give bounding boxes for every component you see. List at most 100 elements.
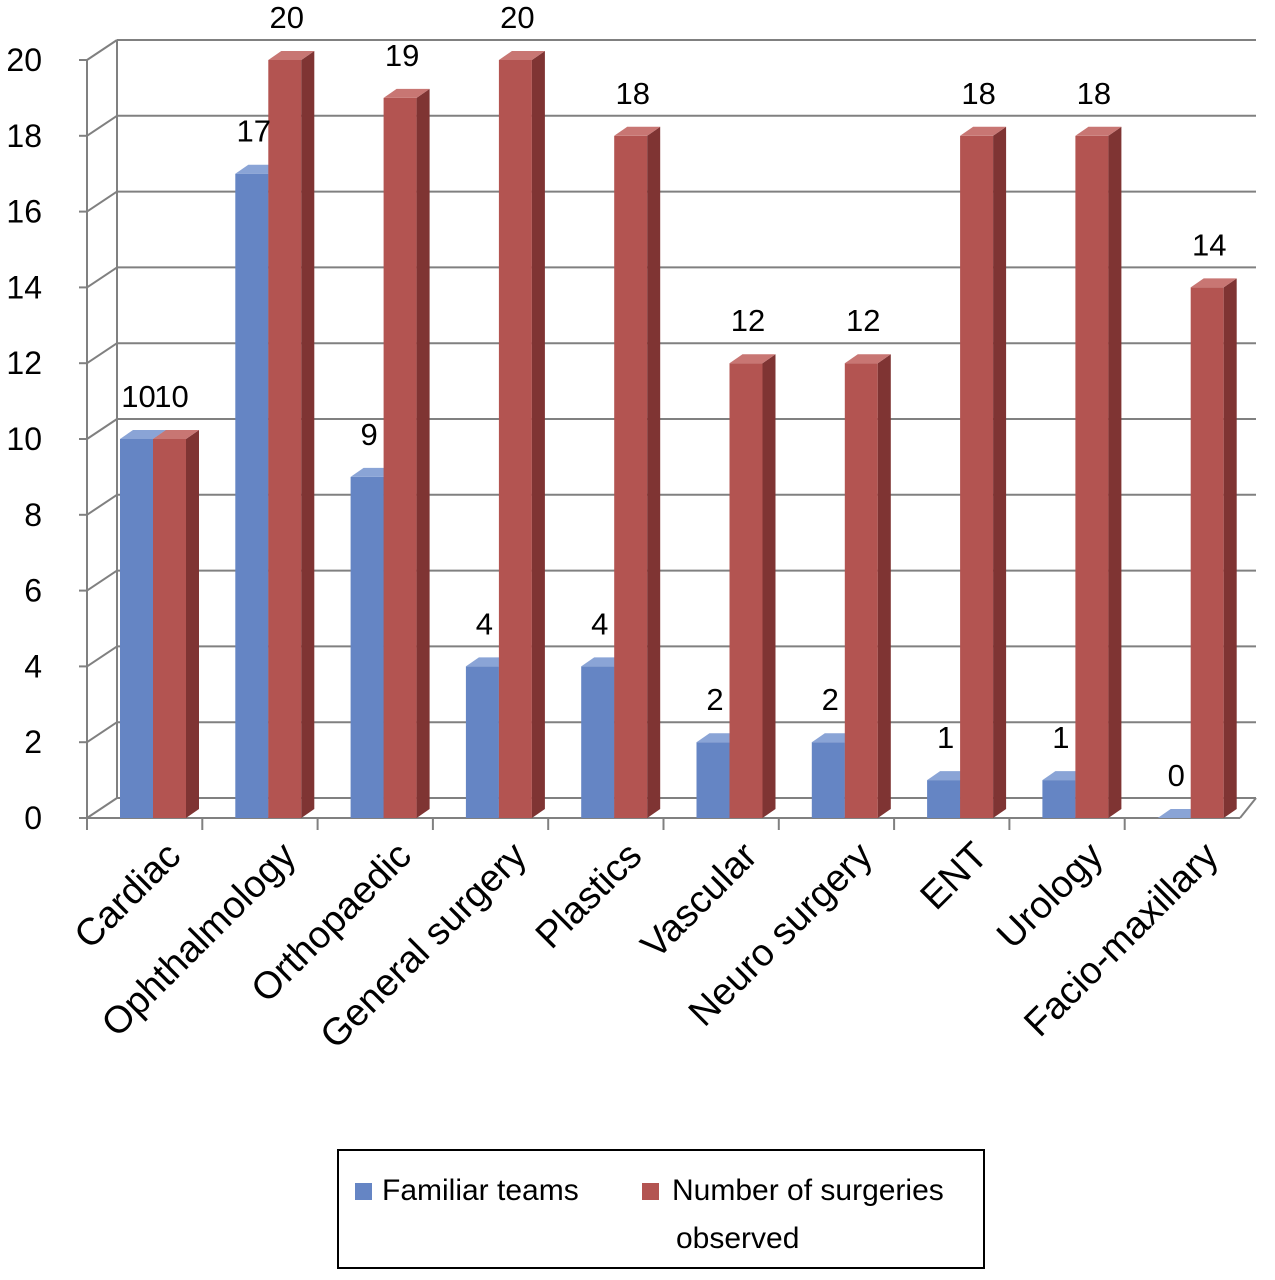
bar-side bbox=[1223, 278, 1237, 818]
data-label-familiar-teams-ophthalmology: 17 bbox=[237, 114, 271, 149]
bar-side bbox=[531, 51, 545, 818]
x-tick-label-facio-maxillary: Facio-maxillary bbox=[1016, 835, 1226, 1045]
bar-front bbox=[811, 742, 845, 818]
gridline-diagonal bbox=[86, 721, 118, 744]
data-label-familiar-teams-neuro-surgery: 2 bbox=[822, 682, 839, 717]
data-label-number-of-surgeries-observed-ophthalmology: 20 bbox=[270, 0, 304, 35]
bar-number-of-surgeries-observed-cardiac bbox=[153, 430, 199, 818]
bar-top bbox=[383, 88, 430, 98]
bar-front bbox=[927, 780, 961, 818]
gridline-diagonal bbox=[86, 418, 118, 440]
data-label-number-of-surgeries-observed-cardiac: 10 bbox=[154, 379, 188, 414]
data-label-familiar-teams-cardiac: 10 bbox=[121, 379, 155, 414]
gridline-diagonal bbox=[86, 39, 118, 61]
bar-top bbox=[268, 51, 315, 60]
bar-side bbox=[1108, 126, 1122, 819]
y-tick-label: 16 bbox=[6, 194, 42, 230]
bar-number-of-surgeries-observed-plastics bbox=[614, 126, 661, 819]
gridline-diagonal bbox=[86, 493, 118, 516]
legend-label-number-of-surgeries: Number of surgeries observed bbox=[672, 1174, 952, 1255]
y-tick-label: 8 bbox=[24, 497, 42, 533]
bar-front bbox=[614, 135, 648, 819]
gridline-diagonal bbox=[86, 569, 118, 592]
y-tick-label: 14 bbox=[6, 269, 42, 305]
data-label-number-of-surgeries-observed-urology: 18 bbox=[1077, 76, 1111, 111]
bar-front bbox=[729, 363, 763, 818]
data-label-familiar-teams-facio-maxillary: 0 bbox=[1168, 758, 1185, 793]
bar-top bbox=[1190, 278, 1237, 288]
bar-front bbox=[235, 173, 269, 818]
data-label-number-of-surgeries-observed-neuro-surgery: 12 bbox=[846, 303, 880, 338]
data-label-familiar-teams-general-surgery: 4 bbox=[476, 606, 493, 641]
gridline-diagonal bbox=[86, 797, 118, 819]
bar-side bbox=[301, 51, 315, 818]
legend-swatch-number-of-surgeries bbox=[642, 1183, 659, 1200]
gridline-diagonal bbox=[86, 190, 118, 213]
bar-top bbox=[614, 126, 661, 136]
data-label-familiar-teams-vascular: 2 bbox=[706, 682, 723, 717]
bar-front bbox=[696, 742, 730, 818]
bar-top bbox=[960, 126, 1007, 136]
data-label-number-of-surgeries-observed-general-surgery: 20 bbox=[500, 0, 534, 35]
x-tick-label-plastics: Plastics bbox=[528, 835, 650, 957]
bar-front bbox=[498, 60, 532, 818]
floor-edge bbox=[1239, 797, 1257, 819]
legend-swatch-familiar-teams bbox=[355, 1183, 372, 1200]
bar-number-of-surgeries-observed-urology bbox=[1075, 126, 1122, 819]
bar-front bbox=[1190, 287, 1224, 818]
legend: Familiar teams Number of surgeries obser… bbox=[337, 1149, 985, 1269]
data-label-familiar-teams-plastics: 4 bbox=[591, 606, 608, 641]
gridline-diagonal bbox=[86, 114, 118, 137]
y-tick-label: 4 bbox=[24, 648, 42, 684]
bar-front bbox=[268, 60, 302, 818]
gridline-diagonal bbox=[86, 645, 118, 668]
data-label-number-of-surgeries-observed-vascular: 12 bbox=[731, 303, 765, 338]
legend-label-familiar-teams: Familiar teams bbox=[382, 1174, 579, 1207]
bar-top bbox=[120, 430, 166, 439]
y-tick-label: 20 bbox=[6, 42, 42, 78]
x-tick-label-ent: ENT bbox=[913, 835, 996, 918]
data-label-number-of-surgeries-observed-orthopaedic: 19 bbox=[385, 38, 419, 73]
bar-number-of-surgeries-observed-facio-maxillary bbox=[1190, 278, 1237, 818]
gridline-diagonal bbox=[86, 266, 118, 289]
bar-top bbox=[844, 354, 891, 364]
data-label-number-of-surgeries-observed-facio-maxillary: 14 bbox=[1192, 227, 1226, 262]
y-tick-label: 12 bbox=[6, 345, 42, 381]
legend-box bbox=[337, 1149, 985, 1269]
bar-front bbox=[844, 363, 878, 818]
bar-side bbox=[993, 126, 1007, 819]
data-label-familiar-teams-ent: 1 bbox=[937, 720, 954, 755]
y-tick-label: 18 bbox=[6, 118, 42, 154]
bar-number-of-surgeries-observed-ophthalmology bbox=[268, 51, 315, 818]
bar-front bbox=[1075, 135, 1109, 819]
y-tick-label: 10 bbox=[6, 421, 42, 457]
bar-number-of-surgeries-observed-orthopaedic bbox=[383, 88, 430, 818]
y-tick-label: 0 bbox=[24, 800, 42, 836]
bar-side bbox=[762, 354, 776, 818]
bar-top bbox=[1075, 126, 1122, 136]
bar-front bbox=[153, 439, 186, 818]
bar-side bbox=[877, 354, 891, 818]
gridline-diagonal bbox=[86, 342, 118, 365]
x-tick-label-ophthalmology: Ophthalmology bbox=[94, 835, 304, 1045]
bar-front bbox=[960, 135, 994, 819]
bar-number-of-surgeries-observed-general-surgery bbox=[498, 51, 545, 818]
y-tick-label: 2 bbox=[24, 724, 42, 760]
bar-front bbox=[465, 666, 499, 818]
bar-side bbox=[186, 430, 199, 818]
data-label-number-of-surgeries-observed-plastics: 18 bbox=[615, 76, 649, 111]
bar-number-of-surgeries-observed-neuro-surgery bbox=[844, 354, 891, 818]
bar-number-of-surgeries-observed-ent bbox=[960, 126, 1007, 819]
bar-side bbox=[647, 126, 661, 819]
bar-front bbox=[1042, 780, 1076, 818]
bar-front bbox=[350, 476, 384, 818]
legend-label-line-2: observed bbox=[676, 1222, 799, 1255]
bar-number-of-surgeries-observed-vascular bbox=[729, 354, 776, 818]
data-label-familiar-teams-urology: 1 bbox=[1052, 720, 1069, 755]
bar-front bbox=[383, 97, 417, 818]
bar-front bbox=[120, 439, 153, 818]
bar-front bbox=[581, 666, 615, 818]
data-label-familiar-teams-orthopaedic: 9 bbox=[360, 417, 377, 452]
